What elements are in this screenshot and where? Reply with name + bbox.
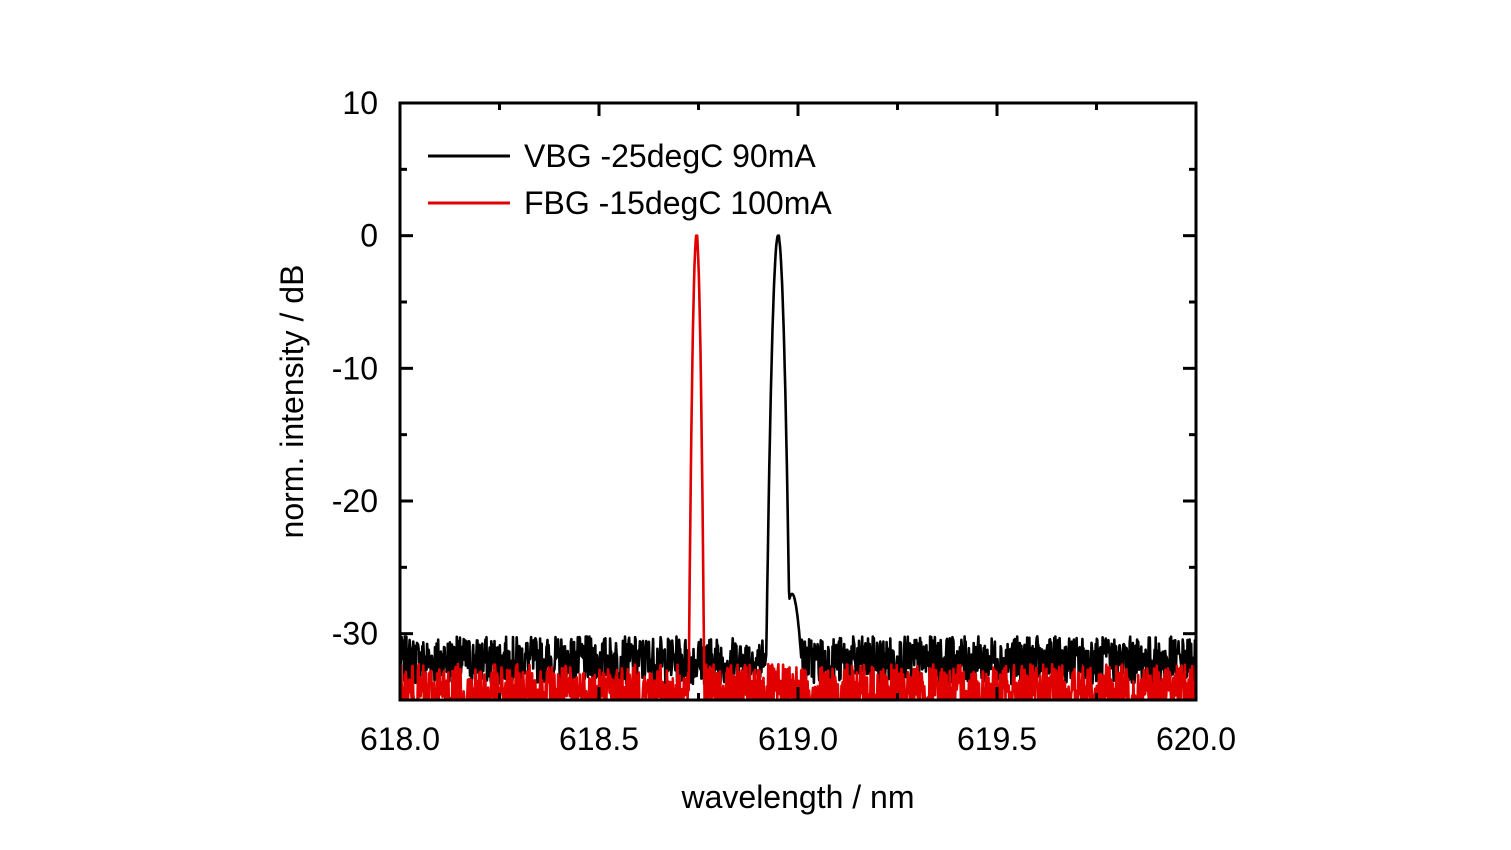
y-tick-label: -10 [332, 350, 378, 386]
x-tick-label: 618.0 [360, 721, 440, 757]
x-tick-label: 619.5 [957, 721, 1037, 757]
x-axis-title: wavelength / nm [680, 779, 914, 815]
legend: VBG -25degC 90mA FBG -15degC 100mA [428, 138, 832, 221]
legend-label-vbg: VBG -25degC 90mA [524, 138, 816, 174]
y-tick-label: 0 [360, 218, 378, 254]
x-tick-label: 620.0 [1156, 721, 1236, 757]
legend-label-fbg: FBG -15degC 100mA [524, 185, 832, 221]
y-axis-title: norm. intensity / dB [274, 265, 310, 539]
series-layer [398, 234, 1198, 702]
y-tick-label: 10 [342, 85, 378, 121]
y-tick-label: -30 [332, 616, 378, 652]
x-tick-label: 618.5 [559, 721, 639, 757]
ticks-layer: 618.0 618.5 619.0 619.5 620.0 10 0 -10 -20 -30 [332, 85, 1236, 757]
series-line-vbg [398, 234, 1198, 686]
y-tick-label: -20 [332, 483, 378, 519]
x-tick-label: 619.0 [758, 721, 838, 757]
